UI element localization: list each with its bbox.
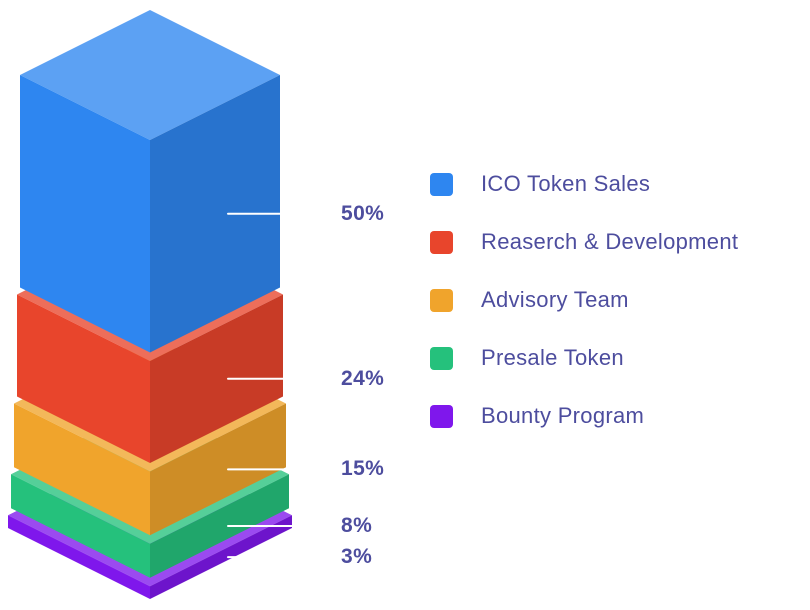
segment-ico-token-sales-left-face (20, 75, 150, 353)
legend-swatch-reaserch-development (430, 230, 453, 254)
segment-reaserch-development-right-face (150, 294, 283, 463)
chart-legend: ICO Token Sales Reaserch & Development A… (430, 171, 739, 462)
segment-bounty-program-right-face (150, 515, 292, 599)
segment-presale-token-left-face (11, 474, 150, 578)
segment-ico-token-sales-right-face (150, 75, 280, 353)
segment-advisory-team-left-face (14, 403, 150, 536)
legend-label-bounty-program: Bounty Program (481, 403, 645, 428)
percent-label-bounty-program: 3% (341, 545, 373, 569)
legend-swatch-presale-token (430, 346, 453, 370)
segment-advisory-team-right-face (150, 403, 286, 536)
legend-item-presale-token: Presale Token (430, 345, 738, 370)
legend-swatch-ico-token-sales (430, 172, 453, 196)
legend-label-ico-token-sales: ICO Token Sales (481, 171, 651, 196)
legend-item-bounty-program: Bounty Program (430, 403, 738, 428)
segment-reaserch-development-left-face (17, 294, 150, 463)
legend-label-presale-token: Presale Token (481, 345, 624, 370)
legend-swatch-advisory-team (430, 288, 453, 312)
percent-label-presale-token: 8% (341, 514, 373, 537)
legend-item-advisory-team: Advisory Team (430, 287, 738, 312)
percent-label-advisory-team: 15% (341, 457, 385, 481)
segment-presale-token-right-face (150, 474, 289, 578)
legend-item-reaserch-development: Reaserch & Development (430, 229, 739, 254)
segment-bounty-program-left-face (8, 515, 150, 599)
legend-label-reaserch-development: Reaserch & Development (481, 229, 739, 254)
legend-swatch-bounty-program (430, 404, 453, 428)
percent-label-ico-token-sales: 50% (341, 201, 385, 225)
legend-label-advisory-team: Advisory Team (481, 287, 629, 312)
legend-item-ico-token-sales: ICO Token Sales (430, 171, 738, 196)
percent-label-reaserch-development: 24% (341, 366, 385, 390)
